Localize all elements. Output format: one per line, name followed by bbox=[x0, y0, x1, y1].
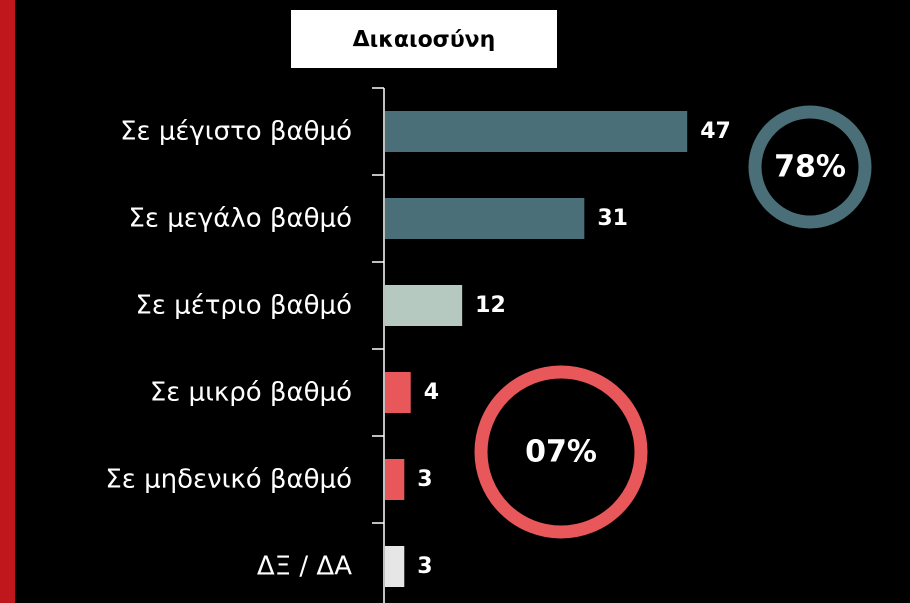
bar bbox=[385, 198, 585, 239]
value-label: 3 bbox=[417, 554, 432, 579]
category-label: ΔΞ / ΔΑ bbox=[257, 552, 352, 582]
ring bbox=[474, 365, 648, 539]
category-label: Σε μέτριο βαθμό bbox=[135, 291, 352, 321]
bar bbox=[385, 285, 463, 326]
category-label: Σε μέγιστο βαθμό bbox=[120, 117, 352, 147]
value-label: 47 bbox=[700, 119, 731, 144]
bar bbox=[385, 546, 405, 587]
value-label: 31 bbox=[597, 206, 628, 231]
ring-label: 78% bbox=[774, 150, 846, 185]
title-box bbox=[291, 10, 557, 68]
ring bbox=[748, 105, 872, 229]
bar bbox=[385, 111, 688, 152]
bar bbox=[385, 459, 405, 500]
value-label: 12 bbox=[475, 293, 506, 318]
value-label: 4 bbox=[424, 380, 439, 405]
category-label: Σε μεγάλο βαθμό bbox=[128, 204, 352, 234]
category-label: Σε μηδενικό βαθμό bbox=[105, 465, 352, 495]
side-strip bbox=[0, 0, 15, 603]
ring-label: 07% bbox=[525, 435, 597, 470]
chart-title: Δικαιοσύνη bbox=[353, 28, 496, 53]
value-label: 3 bbox=[417, 467, 432, 492]
bar bbox=[385, 372, 411, 413]
category-label: Σε μικρό βαθμό bbox=[150, 378, 352, 408]
